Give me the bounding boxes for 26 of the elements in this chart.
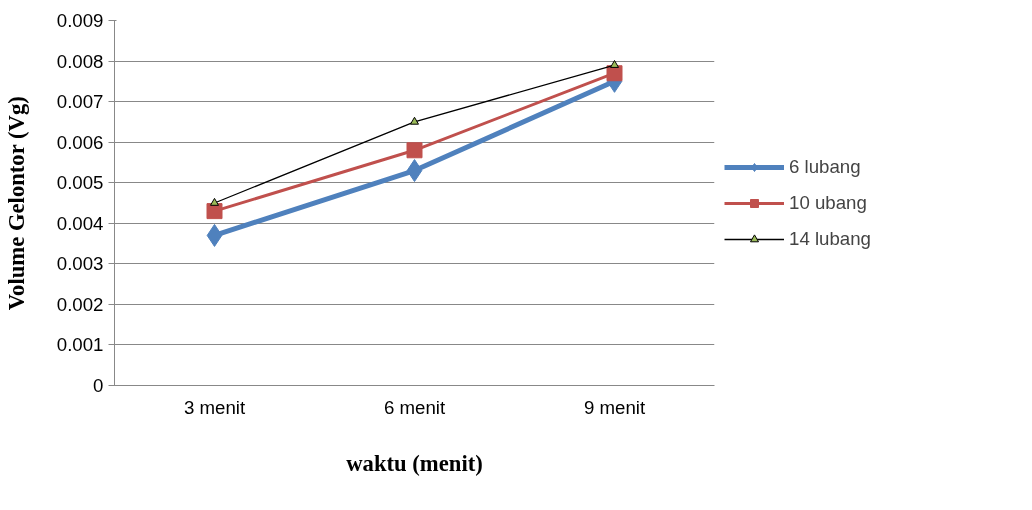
y-tick-label: 0.002 xyxy=(56,293,104,315)
x-tick-label: 6 menit xyxy=(383,396,446,418)
point xyxy=(406,142,423,159)
y-tick-label: 0.004 xyxy=(56,212,104,234)
point xyxy=(606,65,623,82)
y-tick-label: 0.006 xyxy=(56,131,104,153)
y-tick-label: 0.003 xyxy=(56,253,104,275)
x-axis-title: waktu (menit) xyxy=(346,450,483,476)
y-tick-label: 0.007 xyxy=(56,91,104,113)
point xyxy=(406,159,423,183)
point xyxy=(610,59,619,68)
y-tick-label: 0.009 xyxy=(56,10,104,31)
point xyxy=(206,203,223,220)
legend-label: 6 lubang xyxy=(789,155,861,178)
point xyxy=(410,116,419,125)
y-tick-label: 0.005 xyxy=(56,172,104,194)
legend-label: 10 ubang xyxy=(789,191,867,214)
x-tick-label: 9 menit xyxy=(583,396,646,418)
y-axis-title: Volume Gelontor (Vg) xyxy=(3,96,29,311)
y-tick-label: 0 xyxy=(93,375,104,396)
point xyxy=(206,223,223,247)
x-tick-label: 3 menit xyxy=(183,396,246,418)
y-tick-label: 0.008 xyxy=(56,50,104,72)
y-tick-label: 0.001 xyxy=(56,334,104,356)
legend-label: 14 lubang xyxy=(789,227,871,250)
point xyxy=(210,197,219,206)
